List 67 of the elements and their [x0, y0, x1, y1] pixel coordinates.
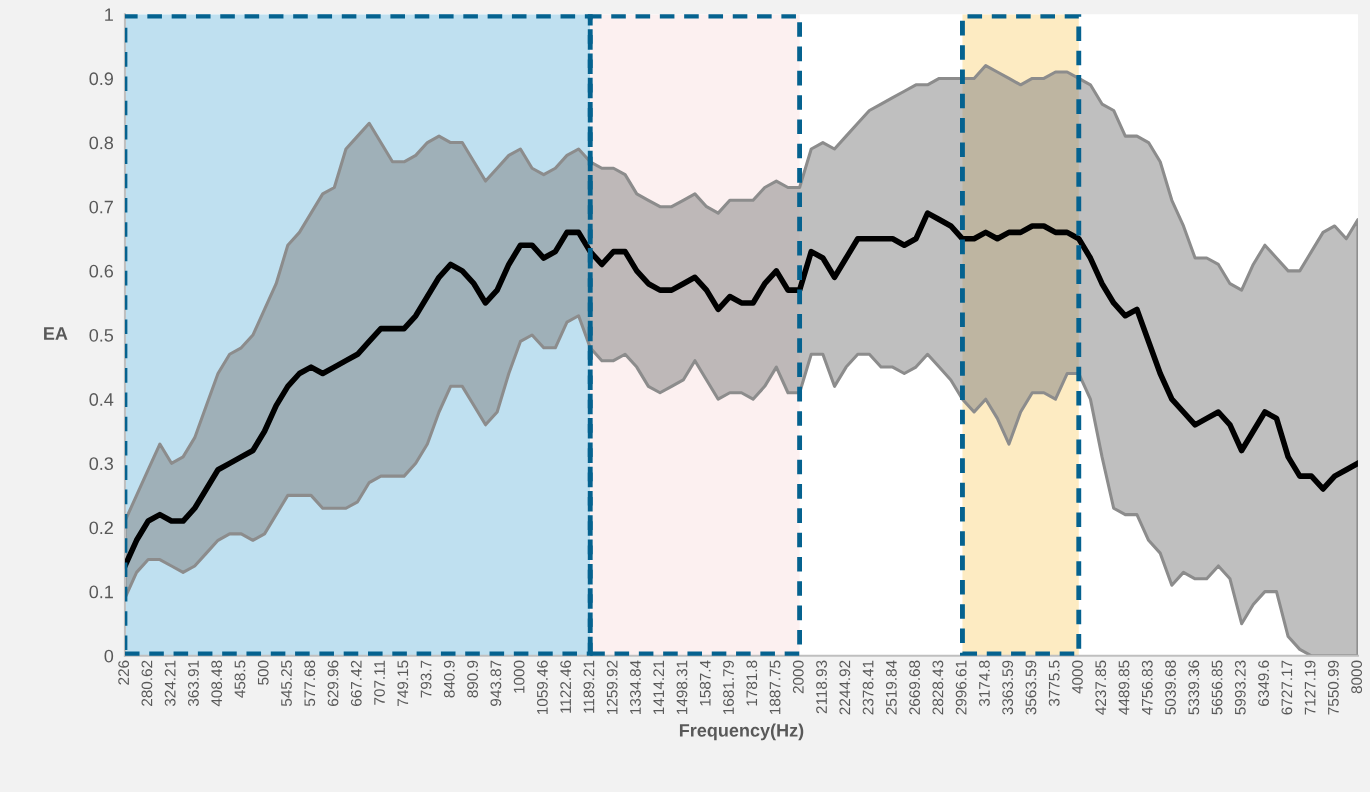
x-tick-label: 667.42 — [350, 660, 362, 706]
x-tick-label: 6349.6 — [1258, 660, 1269, 706]
x-tick-label: 3563.59 — [1025, 660, 1037, 715]
x-tick-label: 500 — [257, 660, 269, 685]
x-tick-label: 707.11 — [374, 660, 385, 705]
x-tick-label: 3174.8 — [979, 660, 990, 707]
x-tick-label: 363.91 — [188, 660, 199, 707]
x-tick-label: 793.7 — [420, 660, 432, 698]
x-tick-label: 6727.17 — [1281, 660, 1293, 715]
y-axis-title: EA — [44, 327, 68, 340]
y-tick-label: 0.7 — [89, 200, 113, 214]
x-tick-label: 280.62 — [141, 660, 153, 706]
x-tick-label: 5039.68 — [1165, 660, 1176, 715]
y-tick-label: 0.5 — [89, 328, 114, 342]
x-tick-label: 324.21 — [164, 660, 176, 707]
x-tick-label: 1414.21 — [653, 660, 664, 714]
x-tick-label: 1887.75 — [769, 660, 781, 714]
x-tick-label: 577.68 — [304, 660, 316, 707]
x-tick-label: 4756.83 — [1141, 660, 1153, 715]
x-tick-label: 749.15 — [397, 660, 409, 706]
y-tick-label: 0.8 — [89, 136, 114, 150]
x-tick-label: 2000 — [792, 660, 804, 694]
x-tick-label: 545.25 — [281, 660, 292, 707]
x-tick-label: 4489.85 — [1118, 660, 1130, 715]
x-tick-label: 458.5 — [234, 660, 246, 698]
x-tick-label: 1334.84 — [630, 660, 641, 714]
x-tick-label: 1000 — [513, 660, 525, 693]
y-tick-label: 0.3 — [89, 457, 114, 471]
x-tick-label: 2519.84 — [885, 660, 897, 715]
x-axis-title: Frequency(Hz) — [679, 723, 804, 741]
x-tick-label: 7550.99 — [1327, 660, 1339, 715]
x-tick-label: 3363.59 — [1002, 660, 1014, 715]
x-tick-label: 408.48 — [211, 660, 223, 707]
x-tick-label: 1498.31 — [676, 660, 688, 714]
x-tick-label: 4000 — [1072, 660, 1083, 694]
x-tick-label: 1587.4 — [699, 660, 711, 706]
x-tick-label: 1681.79 — [723, 660, 734, 714]
x-tick-label: 5656.85 — [1211, 660, 1223, 715]
y-tick-label: 0 — [104, 649, 114, 663]
x-tick-label: 5339.36 — [1188, 660, 1200, 715]
x-tick-label: 8000 — [1351, 660, 1363, 694]
x-tick-label: 2118.93 — [816, 660, 827, 714]
x-tick-label: 890.9 — [467, 660, 479, 698]
x-tick-label: 2378.41 — [862, 660, 874, 715]
x-tick-label: 226 — [118, 660, 130, 685]
y-tick-label: 1 — [105, 8, 113, 21]
x-tick-label: 7127.19 — [1304, 660, 1316, 715]
x-tick-label: 3775.5 — [1048, 660, 1060, 707]
x-tick-label: 5993.23 — [1234, 660, 1246, 715]
x-tick-label: 2828.43 — [932, 660, 944, 715]
x-tick-label: 1122.46 — [560, 660, 572, 713]
x-tick-label: 2669.68 — [909, 660, 921, 715]
x-tick-label: 2244.92 — [839, 660, 851, 715]
x-tick-label: 1189.21 — [583, 660, 595, 713]
x-tick-label: 629.96 — [327, 660, 339, 706]
y-tick-label: 0.6 — [89, 264, 114, 278]
x-tick-label: 943.87 — [490, 660, 502, 706]
y-tick-label: 0.9 — [89, 72, 113, 86]
y-tick-label: 0.2 — [89, 521, 113, 535]
y-tick-label: 0.4 — [89, 393, 114, 406]
x-tick-label: 1259.92 — [606, 660, 618, 714]
x-tick-label: 840.9 — [443, 660, 455, 698]
x-tick-label: 1059.46 — [536, 660, 548, 714]
y-tick-label: 0.1 — [89, 585, 113, 599]
x-tick-label: 4237.85 — [1095, 660, 1107, 715]
x-tick-label: 2996.61 — [955, 660, 967, 715]
x-tick-label: 1781.8 — [746, 660, 758, 706]
